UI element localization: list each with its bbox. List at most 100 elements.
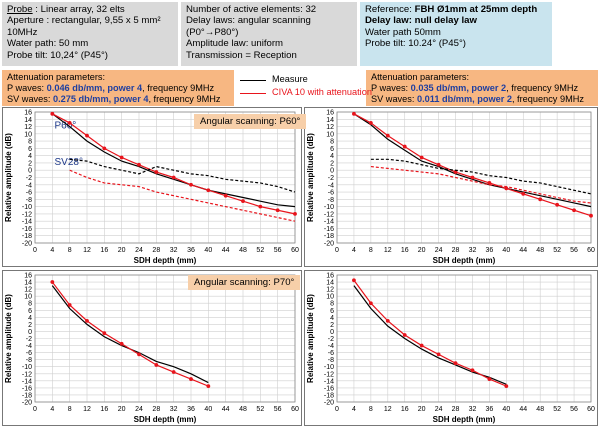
- frequency-text: 10MHz: [7, 26, 38, 38]
- x-tick-label: 52: [256, 247, 264, 254]
- series-point-sim-solid: [436, 352, 441, 357]
- series-point-sim-solid: [171, 370, 176, 374]
- x-tick-label: 52: [256, 406, 264, 413]
- series-line-sim-dashed: [69, 169, 296, 222]
- y-tick-label: 14: [326, 280, 334, 287]
- series-point-sim-solid: [102, 146, 107, 151]
- series-point-sim-solid: [419, 343, 424, 348]
- series-point-sim-solid: [137, 162, 141, 167]
- x-tick-label: 0: [335, 406, 339, 413]
- y-tick-label: -20: [22, 241, 32, 248]
- y-tick-label: -12: [324, 371, 334, 378]
- x-tick-label: 12: [384, 247, 392, 254]
- series-point-sim-solid: [402, 144, 407, 149]
- x-tick-label: 16: [100, 406, 108, 413]
- x-tick-label: 56: [570, 406, 578, 413]
- attenuation-box-right: Attenuation parameters: P waves: 0.035 d…: [366, 70, 598, 106]
- series-point-sim-solid: [368, 301, 373, 306]
- attenuation-title: Attenuation parameters:: [7, 72, 106, 82]
- y-tick-label: 0: [28, 168, 32, 175]
- y-tick-label: -12: [22, 371, 32, 378]
- transmission-text: Transmission = Reception: [186, 49, 297, 61]
- series-point-sim-solid: [419, 155, 424, 160]
- plot-area: [34, 111, 296, 244]
- x-tick-label: 4: [352, 406, 356, 413]
- legend-label-measure: Measure: [272, 74, 308, 84]
- x-tick-label: 44: [519, 247, 527, 254]
- series-point-sim-solid: [487, 181, 492, 185]
- attenuation-box-left: Attenuation parameters: P waves: 0.046 d…: [2, 70, 234, 106]
- legend-item-measure: Measure: [238, 74, 362, 86]
- x-tick-label: 48: [239, 406, 247, 413]
- y-tick-label: -6: [328, 190, 334, 197]
- p-waves-label: P waves:: [371, 83, 411, 93]
- x-tick-label: 0: [33, 247, 37, 254]
- y-tick-label: -14: [324, 378, 334, 385]
- x-tick-label: 24: [435, 406, 443, 413]
- x-tick-label: 16: [100, 247, 108, 254]
- y-tick-label: -18: [324, 233, 334, 240]
- sv-waves-frequency: , frequency 9MHz: [511, 94, 584, 104]
- y-tick-label: 6: [330, 308, 334, 315]
- y-tick-label: 14: [326, 117, 334, 124]
- y-tick-label: -8: [26, 357, 32, 364]
- y-tick-label: 10: [24, 294, 32, 301]
- y-tick-label: -10: [324, 364, 334, 371]
- x-tick-label: 32: [469, 406, 477, 413]
- series-point-sim-solid: [85, 318, 89, 323]
- x-tick-label: 24: [435, 247, 443, 254]
- x-axis-label: SDH depth (mm): [134, 415, 197, 424]
- legend-item-civa: CIVA 10 with attenuation: [238, 87, 372, 99]
- x-tick-label: 0: [33, 406, 37, 413]
- y-tick-label: 0: [330, 168, 334, 175]
- sv-waves-label: SV waves:: [7, 94, 53, 104]
- y-tick-label: -8: [328, 197, 334, 204]
- y-tick-label: 14: [24, 280, 32, 287]
- series-point-sim-solid: [102, 331, 107, 336]
- series-point-sim-solid: [258, 204, 263, 209]
- series-point-sim-solid: [368, 121, 373, 125]
- x-tick-label: 0: [335, 247, 339, 254]
- x-tick-label: 52: [553, 406, 561, 413]
- x-tick-label: 48: [536, 247, 544, 254]
- y-tick-label: 2: [28, 160, 32, 167]
- y-tick-label: -16: [22, 226, 32, 233]
- grid: [336, 274, 592, 403]
- series-point-sim-solid: [453, 170, 458, 174]
- series-line-measure-solid: [353, 285, 507, 385]
- y-tick-label: 16: [24, 273, 32, 280]
- y-tick-label: -18: [22, 392, 32, 399]
- series-point-sim-solid: [137, 352, 141, 357]
- y-tick-label: 14: [24, 117, 32, 124]
- x-tick-label: 28: [152, 247, 160, 254]
- x-tick-label: 28: [452, 406, 460, 413]
- probe-tilt-text: Probe tilt: 10,24° (P45°): [7, 49, 108, 61]
- y-tick-label: -4: [328, 343, 334, 350]
- y-tick-label: 16: [326, 110, 334, 117]
- chart-top-right: 16 14 12 10 8 6 4 2 0 -2 -4 -6 -8 -10 -12 -14 -16 -18 -20 0…: [304, 107, 598, 267]
- x-tick-label: 8: [68, 247, 72, 254]
- legend-swatch-civa: [240, 93, 266, 94]
- y-tick-label: 6: [330, 146, 334, 153]
- water-path-text: Water path: 50 mm: [7, 38, 89, 50]
- reference-label: Reference:: [365, 4, 415, 15]
- x-tick-label: 40: [204, 247, 212, 254]
- x-tick-label: 20: [418, 406, 426, 413]
- y-tick-label: 2: [28, 322, 32, 329]
- y-tick-label: 8: [28, 139, 32, 146]
- x-tick-label: 12: [83, 247, 91, 254]
- y-tick-label: 16: [24, 110, 32, 117]
- series-point-sim-solid: [572, 208, 576, 213]
- plot-area: [336, 111, 592, 244]
- x-tick-label: 20: [118, 406, 126, 413]
- delay-laws-text: Delay laws: angular scanning: [186, 15, 311, 27]
- y-tick-label: -4: [26, 343, 32, 350]
- grid: [34, 111, 296, 244]
- y-tick-label: -10: [22, 204, 32, 211]
- y-tick-label: 0: [28, 329, 32, 336]
- y-tick-label: -14: [22, 219, 32, 226]
- y-tick-label: 16: [326, 273, 334, 280]
- y-tick-label: -4: [26, 182, 32, 189]
- y-tick-label: -18: [22, 233, 32, 240]
- p-waves-frequency: , frequency 9MHz: [506, 83, 579, 93]
